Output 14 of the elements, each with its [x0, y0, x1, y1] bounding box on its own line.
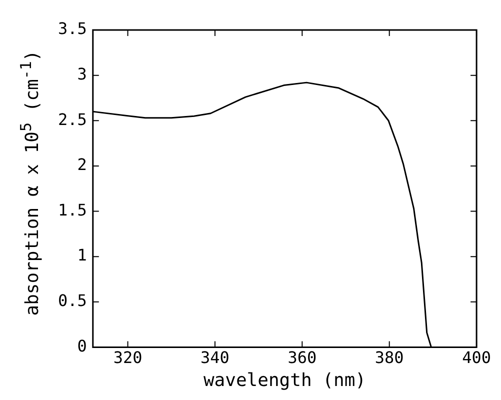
- y-tick-label: 1.5: [58, 200, 87, 220]
- y-tick-label: 2.5: [58, 110, 87, 129]
- y-tick-label: 3.5: [58, 19, 87, 38]
- y-tick-label: 0: [77, 336, 87, 356]
- x-axis-title: wavelength (nm): [203, 370, 366, 391]
- x-tick-label: 320: [113, 348, 142, 367]
- y-tick-label: 0.5: [58, 291, 87, 310]
- x-tick-label: 360: [288, 348, 317, 367]
- y-tick-label: 3: [77, 64, 87, 84]
- y-tick-label: 2: [77, 155, 87, 174]
- y-tick-label: 1: [77, 246, 87, 265]
- x-tick-label: 380: [374, 348, 404, 367]
- x-tick-label: 400: [462, 348, 492, 367]
- x-tick-label: 340: [200, 348, 230, 367]
